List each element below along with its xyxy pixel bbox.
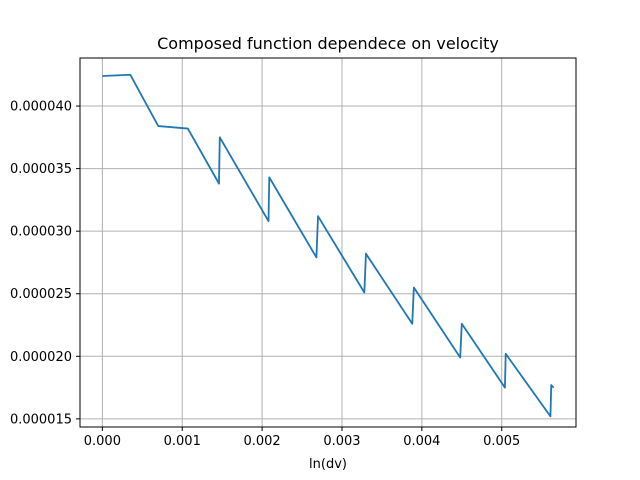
- y-tick-label: 0.000015: [10, 412, 72, 427]
- y-tick-label: 0.000035: [10, 162, 72, 177]
- grid-layer: [80, 58, 576, 427]
- series-line: [102, 73, 555, 418]
- y-tick-label: 0.000020: [10, 350, 72, 365]
- tick-layer: 0.000 0.001 0.002 0.003 0.004 0.005 0.000015 0.…: [10, 100, 520, 449]
- x-axis-label: ln(dv): [309, 457, 347, 472]
- x-tick-label: 0.000: [84, 434, 121, 449]
- x-tick-label: 0.001: [164, 434, 201, 449]
- chart-title: Composed function dependece on velocity: [157, 34, 499, 53]
- x-tick-label: 0.004: [403, 434, 440, 449]
- y-tick-label: 0.000025: [10, 287, 72, 302]
- x-tick-label: 0.005: [483, 434, 520, 449]
- x-tick-label: 0.003: [323, 434, 360, 449]
- series-layer: [102, 73, 555, 418]
- y-tick-label: 0.000040: [10, 100, 72, 115]
- plot-frame: [79, 57, 577, 428]
- x-tick-label: 0.002: [243, 434, 280, 449]
- y-tick-label: 0.000030: [10, 225, 72, 240]
